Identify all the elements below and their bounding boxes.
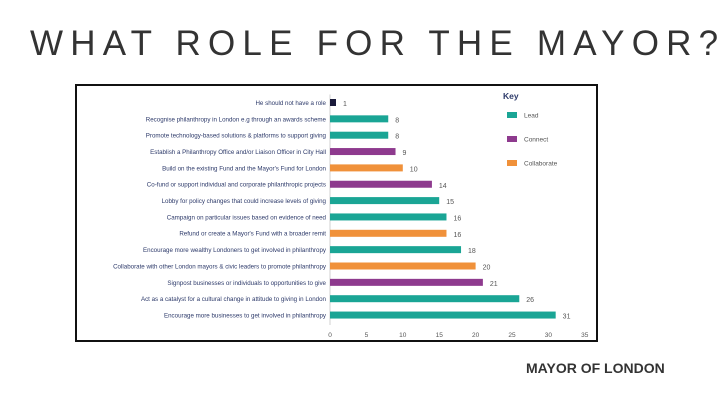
category-label: Lobby for policy changes that could incr… bbox=[162, 198, 327, 205]
x-tick-label: 0 bbox=[328, 332, 332, 339]
bar-chart: He should not have a role 1 Recognise phil… bbox=[113, 91, 589, 339]
category-label: Act as a catalyst for a cultural change … bbox=[141, 296, 327, 303]
bar bbox=[330, 197, 440, 205]
bar bbox=[330, 164, 403, 172]
legend-title: Key bbox=[503, 91, 519, 101]
legend-swatch-lead bbox=[507, 112, 517, 118]
x-tick-label: 25 bbox=[508, 332, 516, 339]
legend-label-collaborate: Collaborate bbox=[524, 161, 558, 168]
data-label: 16 bbox=[453, 232, 461, 239]
x-tick-label: 30 bbox=[545, 332, 553, 339]
bar bbox=[330, 213, 447, 221]
bar bbox=[330, 278, 483, 286]
data-label: 8 bbox=[395, 117, 399, 124]
bar bbox=[330, 99, 336, 106]
data-label: 26 bbox=[526, 297, 534, 304]
data-label: 1 bbox=[343, 101, 347, 108]
legend-label-lead: Lead bbox=[524, 113, 539, 120]
data-label: 15 bbox=[446, 199, 454, 206]
category-label: He should not have a role bbox=[255, 100, 326, 107]
bar bbox=[330, 262, 476, 270]
category-label: Co-fund or support individual and corpor… bbox=[147, 182, 326, 189]
category-label: Establish a Philanthropy Office and/or L… bbox=[150, 149, 326, 156]
x-tick-label: 20 bbox=[472, 332, 480, 339]
category-label: Campaign on particular issues based on e… bbox=[167, 214, 327, 221]
legend-swatch-collaborate bbox=[507, 160, 517, 166]
bar bbox=[330, 131, 389, 139]
bar bbox=[330, 295, 520, 303]
data-label: 21 bbox=[490, 281, 498, 288]
x-tick-label: 10 bbox=[399, 332, 407, 339]
data-label: 10 bbox=[410, 166, 418, 173]
bar bbox=[330, 311, 556, 319]
chart-frame: He should not have a role 1 Recognise phil… bbox=[75, 84, 598, 342]
category-label: Encourage more wealthy Londoners to get … bbox=[143, 247, 327, 254]
brand-logo-text: MAYOR OF LONDON bbox=[526, 360, 665, 376]
bar bbox=[330, 148, 396, 156]
data-label: 9 bbox=[403, 150, 407, 157]
category-label: Signpost businesses or individuals to op… bbox=[167, 280, 326, 287]
category-label: Encourage more businesses to get involve… bbox=[164, 312, 327, 319]
legend-label-connect: Connect bbox=[524, 137, 548, 144]
category-label: Promote technology-based solutions & pla… bbox=[146, 133, 327, 140]
x-tick-label: 5 bbox=[365, 332, 369, 339]
data-label: 14 bbox=[439, 183, 447, 190]
category-label: Collaborate with other London mayors & c… bbox=[113, 263, 327, 270]
data-label: 18 bbox=[468, 248, 476, 255]
category-label: Recognise philanthropy in London e.g thr… bbox=[146, 116, 327, 123]
bar bbox=[330, 229, 447, 237]
bar bbox=[330, 180, 432, 188]
slide-title: WHAT ROLE FOR THE MAYOR? bbox=[30, 24, 720, 63]
x-tick-label: 15 bbox=[436, 332, 444, 339]
bar bbox=[330, 115, 389, 123]
legend-swatch-connect bbox=[507, 136, 517, 142]
data-label: 16 bbox=[453, 215, 461, 222]
data-label: 31 bbox=[563, 314, 571, 321]
data-label: 8 bbox=[395, 134, 399, 141]
data-label: 20 bbox=[483, 265, 491, 272]
category-label: Refund or create a Mayor's Fund with a b… bbox=[179, 231, 326, 238]
x-tick-label: 35 bbox=[581, 332, 589, 339]
bar bbox=[330, 246, 462, 254]
category-label: Build on the existing Fund and the Mayor… bbox=[162, 165, 326, 172]
